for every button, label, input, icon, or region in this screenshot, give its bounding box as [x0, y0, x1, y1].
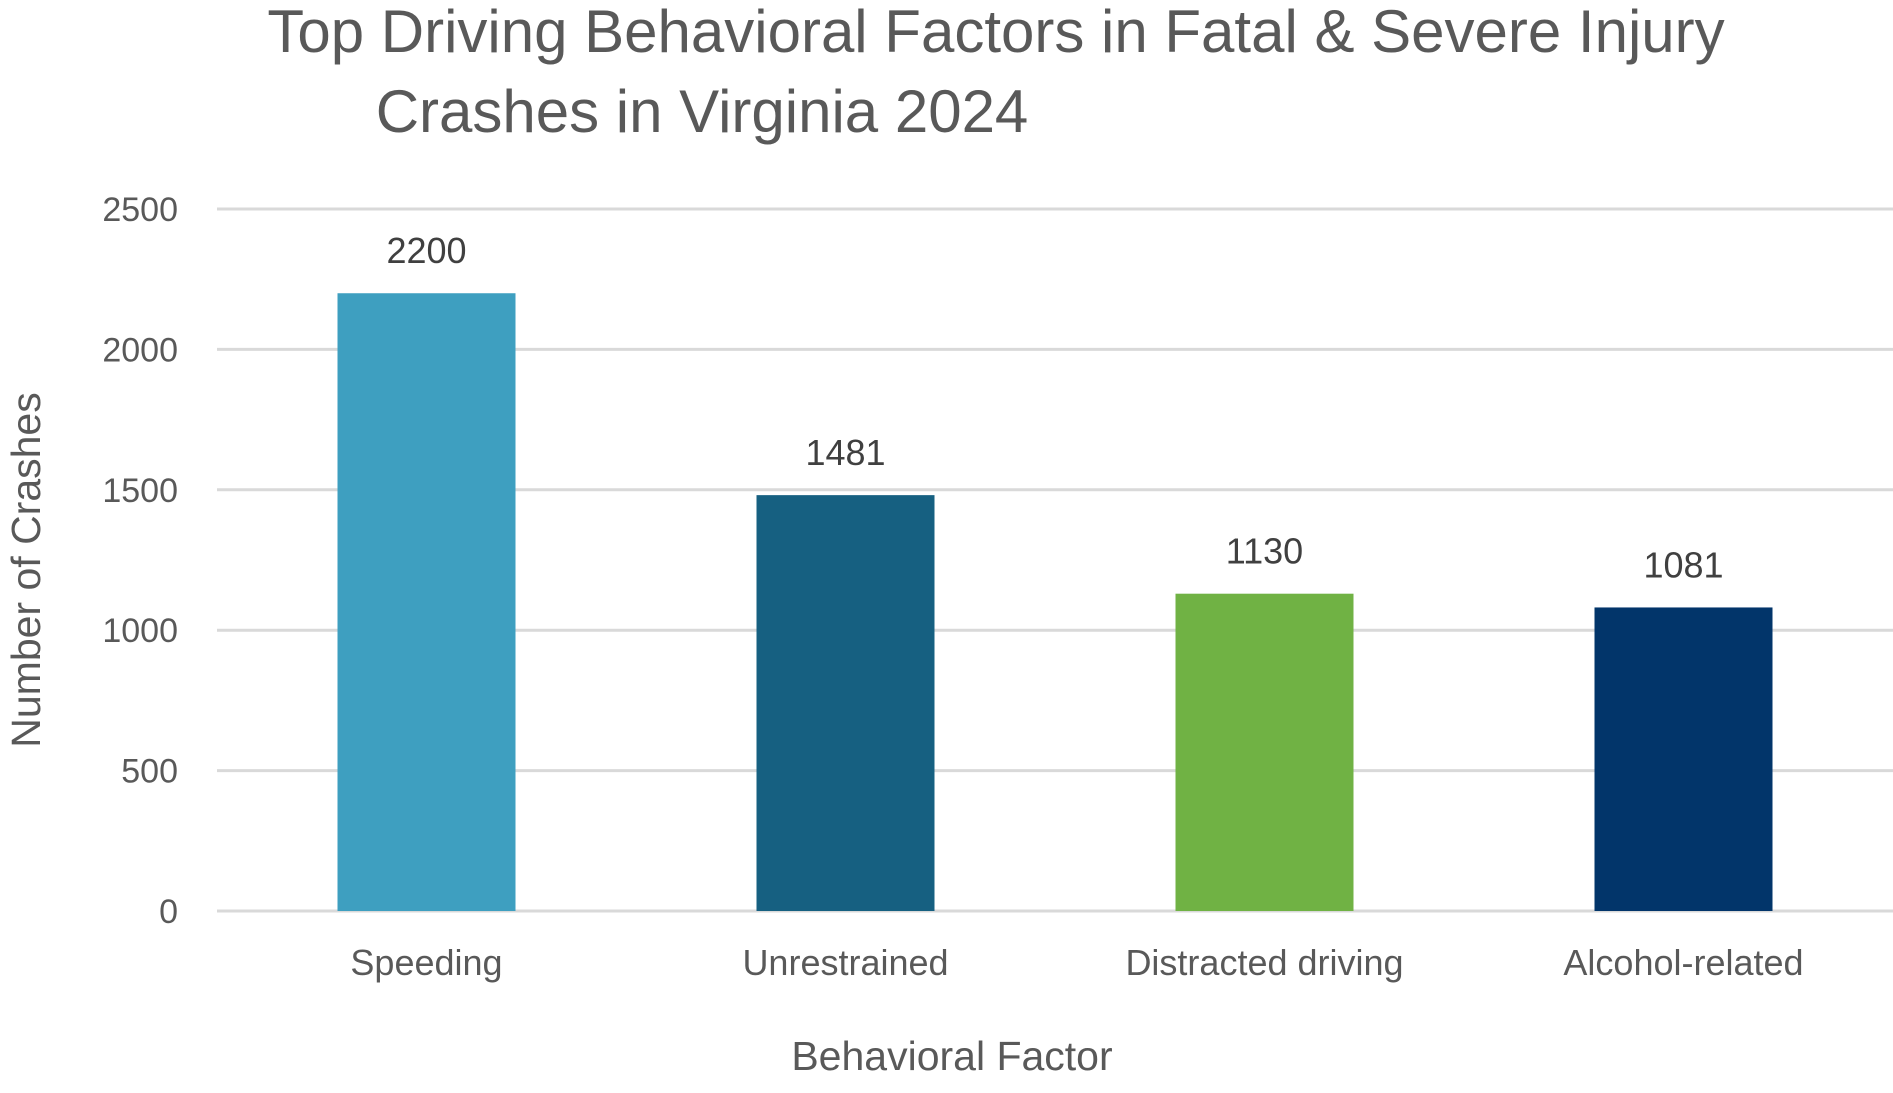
y-tick-label: 500 [121, 753, 178, 791]
x-tick-label: Alcohol-related [1563, 942, 1803, 983]
x-tick-label: Speeding [350, 942, 502, 983]
data-label: 1081 [1643, 544, 1723, 585]
bar [337, 293, 516, 911]
bar [1175, 593, 1354, 911]
chart-title-line-2: Crashes in Virginia 2024 [376, 78, 1029, 145]
data-label: 2200 [386, 230, 466, 271]
y-tick-label: 1500 [102, 472, 178, 510]
y-axis-title: Number of Crashes [3, 392, 49, 747]
chart-title-line-1: Top Driving Behavioral Factors in Fatal … [267, 0, 1724, 65]
data-label: 1481 [805, 432, 885, 473]
x-tick-label: Unrestrained [742, 942, 948, 983]
y-tick-label: 2000 [102, 331, 178, 369]
y-tick-label: 1000 [102, 612, 178, 650]
x-axis-title: Behavioral Factor [791, 1033, 1112, 1079]
data-label: 1130 [1226, 531, 1303, 572]
bar [1594, 607, 1773, 911]
y-tick-label: 0 [159, 893, 178, 931]
y-tick-label: 2500 [102, 191, 178, 229]
bar [756, 495, 935, 911]
x-tick-label: Distracted driving [1125, 942, 1403, 983]
